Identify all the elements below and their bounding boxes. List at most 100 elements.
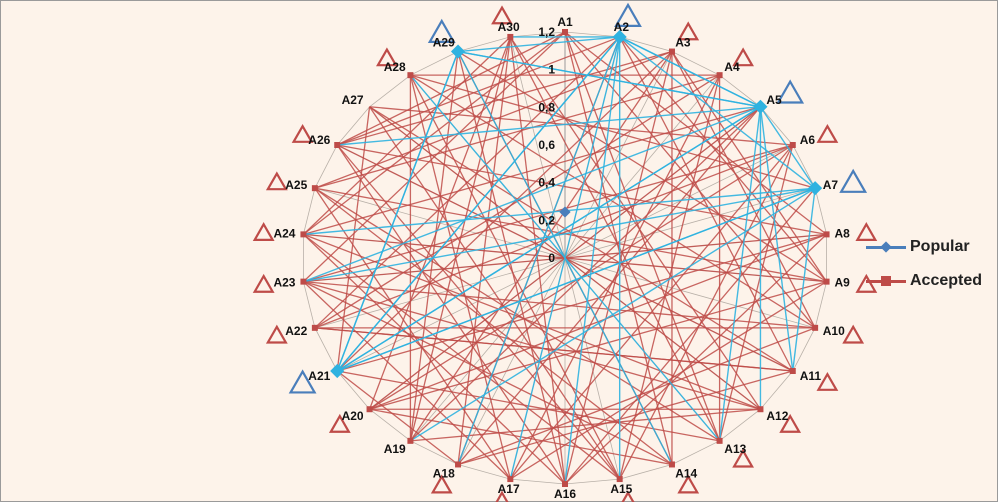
accepted-point-a17: [507, 476, 514, 483]
node-label-a28: A28: [384, 60, 406, 74]
popular-edge-a16-a2: [564, 36, 621, 485]
accepted-edge-a25-a14: [314, 187, 673, 465]
triangle-marker-a9: [855, 273, 878, 293]
triangle-marker-a5: [776, 79, 805, 104]
accepted-edge-a5-a24: [303, 106, 761, 236]
spoke-a3: [564, 51, 673, 259]
triangle-marker-a15: [621, 490, 635, 502]
accepted-point-a30: [507, 33, 514, 40]
accepted-edge-a29-a16: [457, 51, 566, 485]
accepted-point-a6: [789, 142, 796, 148]
popular-edge-a29-a2: [457, 36, 620, 53]
radial-tick-label: 1,2: [538, 25, 555, 39]
spoke-a19: [410, 257, 566, 442]
spoke-a30: [509, 36, 566, 259]
accepted-point-a28: [407, 72, 414, 79]
node-label-a2: A2: [614, 20, 630, 34]
popular-edges: [303, 36, 816, 485]
node-label-a27: A27: [342, 93, 364, 107]
triangle-marker-a6: [816, 123, 839, 143]
accepted-point-a16: [562, 481, 568, 487]
accepted-point-a11: [789, 368, 796, 374]
popular-edge-a2-a7: [619, 36, 816, 189]
popular-point-a5: [753, 99, 768, 114]
accepted-edge-a28-a15: [409, 74, 621, 480]
popular-point-a7: [808, 181, 823, 196]
triangle-marker-a25: [265, 171, 288, 191]
accepted-edge-a12-a30: [509, 36, 761, 410]
node-label-a19: A19: [384, 442, 406, 456]
legend-item-popular: Popular: [866, 230, 982, 264]
triangle-marker-a4: [732, 47, 754, 67]
popular-edge-a5-a11: [759, 106, 794, 372]
node-label-a24: A24: [273, 226, 295, 240]
popular-point-a2: [612, 29, 627, 45]
triangle-marker-a21: [288, 369, 317, 394]
accepted-edge-a27-a11: [369, 106, 794, 372]
legend-label-popular: Popular: [910, 238, 970, 255]
node-labels: A1 A2 A3 A4 A5 A6 A7 A8 A9 A10 A11 A12 A13 A14 A15 A16 A…: [273, 15, 850, 501]
accepted-point-a18: [455, 461, 462, 468]
accepted-edge-a20-a30: [368, 36, 511, 410]
popular-edge-a7-a11: [792, 188, 816, 372]
accepted-edge-a10-a1: [564, 31, 816, 329]
popular-edge-a7-a23: [303, 187, 816, 283]
popular-point-a29: [450, 44, 466, 59]
node-label-a11: A11: [800, 369, 822, 383]
node-label-a17: A17: [498, 482, 520, 496]
radial-tick-label: 0,2: [538, 213, 555, 227]
accepted-point-a23: [300, 278, 307, 285]
node-label-a23: A23: [273, 276, 295, 290]
accepted-edge-a9-a20: [369, 280, 827, 410]
node-label-a22: A22: [285, 324, 307, 338]
triangle-marker-a8: [855, 222, 878, 242]
triangle-marker-a7: [839, 168, 868, 193]
accepted-edge-a17-a25: [314, 187, 511, 480]
node-label-a1: A1: [557, 15, 573, 29]
node-label-a8: A8: [835, 226, 851, 240]
accepted-edge-a16-a30: [509, 36, 566, 485]
accepted-point-a24: [300, 231, 307, 238]
accepted-point-a22: [311, 324, 318, 331]
accepted-edge-a4-a17: [509, 74, 721, 480]
accepted-edge-a30-a24: [302, 36, 511, 235]
popular-edge-a24-a7: [303, 187, 816, 236]
spoke-a15: [564, 257, 621, 480]
accepted-edge-a3-a9: [671, 51, 828, 282]
triangle-marker-a30: [491, 5, 513, 25]
accepted-edge-a28-a7: [410, 74, 816, 189]
accepted-edge-a19-a29: [409, 51, 459, 441]
accepted-edges: [302, 31, 828, 485]
accepted-edge-a6-a27: [369, 106, 793, 146]
radial-tick-label: 0,8: [538, 100, 555, 114]
accepted-edge-a10-a3: [671, 51, 816, 329]
triangle-marker-a28: [376, 47, 398, 67]
legend-item-accepted: Accepted: [866, 264, 982, 298]
node-label-a4: A4: [724, 60, 740, 74]
spoke-a6: [564, 144, 793, 259]
accepted-point-a14: [668, 461, 675, 468]
popular-edge-a28-a13: [409, 74, 721, 442]
spoke-a22: [314, 257, 566, 329]
accepted-point-a13: [716, 437, 723, 444]
node-label-a7: A7: [823, 178, 839, 192]
node-triangle-markers: [252, 2, 878, 502]
spoke-a18: [457, 257, 566, 465]
node-label-a6: A6: [800, 133, 816, 147]
legend-label-accepted: Accepted: [910, 272, 983, 289]
popular-edge-a7-a5: [759, 106, 816, 189]
accepted-edge-a1-a26: [336, 31, 566, 146]
radial-tick-label: 0,6: [538, 138, 555, 152]
accepted-edge-a24-a15: [303, 233, 621, 480]
radial-tick-label: 0,4: [538, 176, 555, 190]
node-label-a30: A30: [498, 20, 520, 34]
accepted-edge-a25-a4: [314, 74, 720, 189]
accepted-edge-a15-a27: [369, 106, 621, 480]
triangle-marker-a20: [328, 413, 351, 433]
accepted-edge-a6-a15: [619, 144, 794, 480]
triangle-marker-a14: [677, 474, 700, 494]
triangle-marker-a29: [427, 18, 456, 43]
accepted-edge-a10-a28: [410, 74, 816, 329]
radial-tick-label: 1: [548, 63, 555, 77]
triangle-marker-a17: [495, 490, 509, 502]
